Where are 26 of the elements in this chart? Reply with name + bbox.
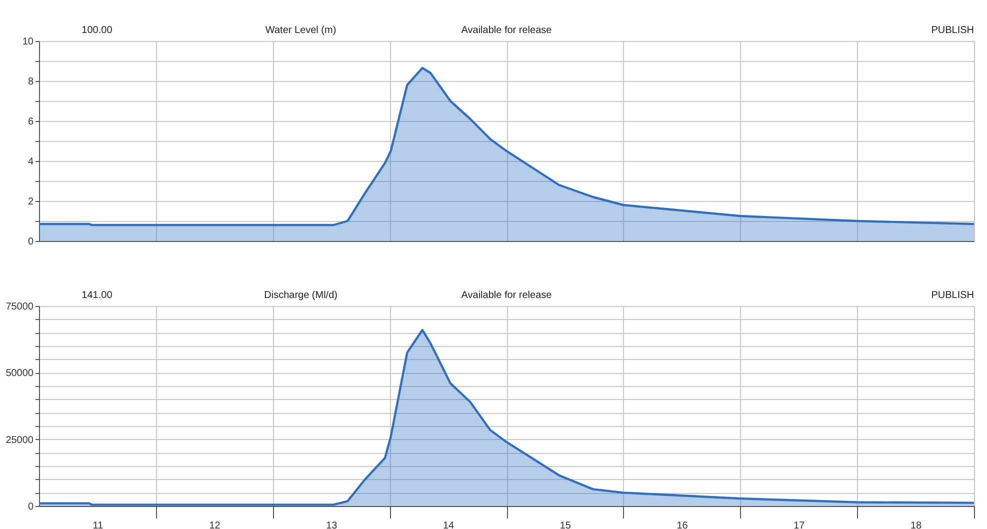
y-tick-label: 4 xyxy=(28,156,34,168)
chart-title: Discharge (Ml/d) xyxy=(264,290,338,301)
y-tick-label: 6 xyxy=(28,116,34,128)
text: 141.00 xyxy=(82,290,113,301)
y-tick-label: 50000 xyxy=(6,368,34,380)
chart-title: Water Level (m) xyxy=(265,25,336,36)
y-tick-label: 8 xyxy=(28,76,34,88)
text: 100.00 xyxy=(82,25,113,36)
x-tick-label: 14 xyxy=(443,520,455,529)
y-tick-label: 0 xyxy=(28,236,34,248)
y-tick-label: 10 xyxy=(22,36,34,48)
x-tick-label: 16 xyxy=(676,520,688,529)
text: Available for release xyxy=(461,290,552,301)
y-tick-label: 0 xyxy=(28,502,34,512)
x-tick-label: 18 xyxy=(910,520,922,529)
x-tick-label: 11 xyxy=(92,520,104,529)
x-tick-label: 13 xyxy=(326,520,338,529)
y-tick-label: 75000 xyxy=(6,302,34,312)
x-tick-label: 17 xyxy=(794,520,806,529)
x-tick-label: 12 xyxy=(209,520,221,529)
x-tick-label: 15 xyxy=(560,520,572,529)
y-tick-label: 2 xyxy=(28,196,34,208)
text: PUBLISH xyxy=(931,25,974,36)
text: Available for release xyxy=(461,25,552,36)
text: PUBLISH xyxy=(931,290,974,301)
y-tick-label: 25000 xyxy=(6,434,34,446)
